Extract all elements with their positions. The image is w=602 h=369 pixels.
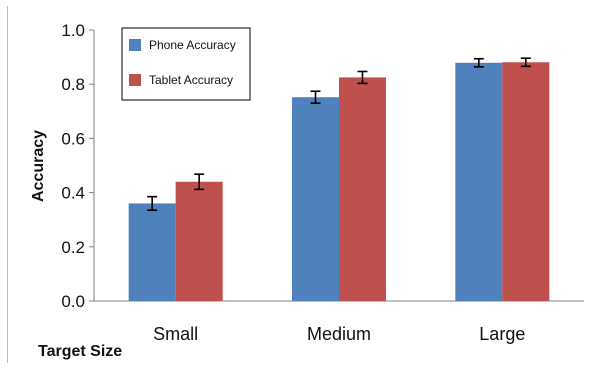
y-ticks: 0.0 0.2 0.4 0.6 0.8 1.0: [61, 21, 94, 311]
figure-border-line: [7, 6, 8, 363]
legend-box: [121, 27, 251, 101]
x-tick-label-small: Small: [153, 324, 198, 344]
bar-phone-large: [455, 62, 503, 301]
legend-swatch-phone: [129, 39, 141, 51]
bar-phone-medium: [292, 97, 339, 301]
bar-phone-small: [128, 203, 176, 301]
y-tick-label: 0.2: [61, 238, 85, 257]
error-bar-phone-small: [147, 195, 158, 212]
x-tick-label-medium: Medium: [307, 324, 371, 344]
y-tick-label: 0.8: [61, 75, 85, 94]
bar-tablet-small: [175, 181, 223, 301]
y-tick-label: 0.6: [61, 129, 85, 148]
bar-tablet-medium: [339, 77, 386, 301]
legend-label-phone: Phone Accuracy: [149, 38, 236, 52]
legend-swatch-tablet: [129, 74, 141, 86]
bars: [128, 62, 550, 302]
legend: Phone Accuracy Tablet Accuracy: [121, 27, 251, 101]
y-tick-label: 1.0: [61, 21, 85, 40]
y-axis-title: Accuracy: [30, 130, 47, 202]
y-tick-label: 0.0: [61, 292, 85, 311]
error-bar-tablet-large: [520, 57, 531, 68]
x-tick-label-large: Large: [479, 324, 525, 344]
bar-tablet-large: [502, 62, 550, 302]
legend-label-tablet: Tablet Accuracy: [149, 73, 233, 87]
y-tick-label: 0.4: [61, 184, 85, 203]
error-bar-tablet-small: [194, 173, 205, 191]
error-bar-tablet-medium: [357, 70, 368, 85]
error-bar-phone-medium: [310, 90, 321, 104]
error-bars: [147, 57, 531, 212]
x-tick-labels: Small Medium Large: [153, 324, 525, 344]
error-bar-phone-large: [473, 57, 484, 68]
x-axis-title: Target Size: [38, 343, 122, 360]
